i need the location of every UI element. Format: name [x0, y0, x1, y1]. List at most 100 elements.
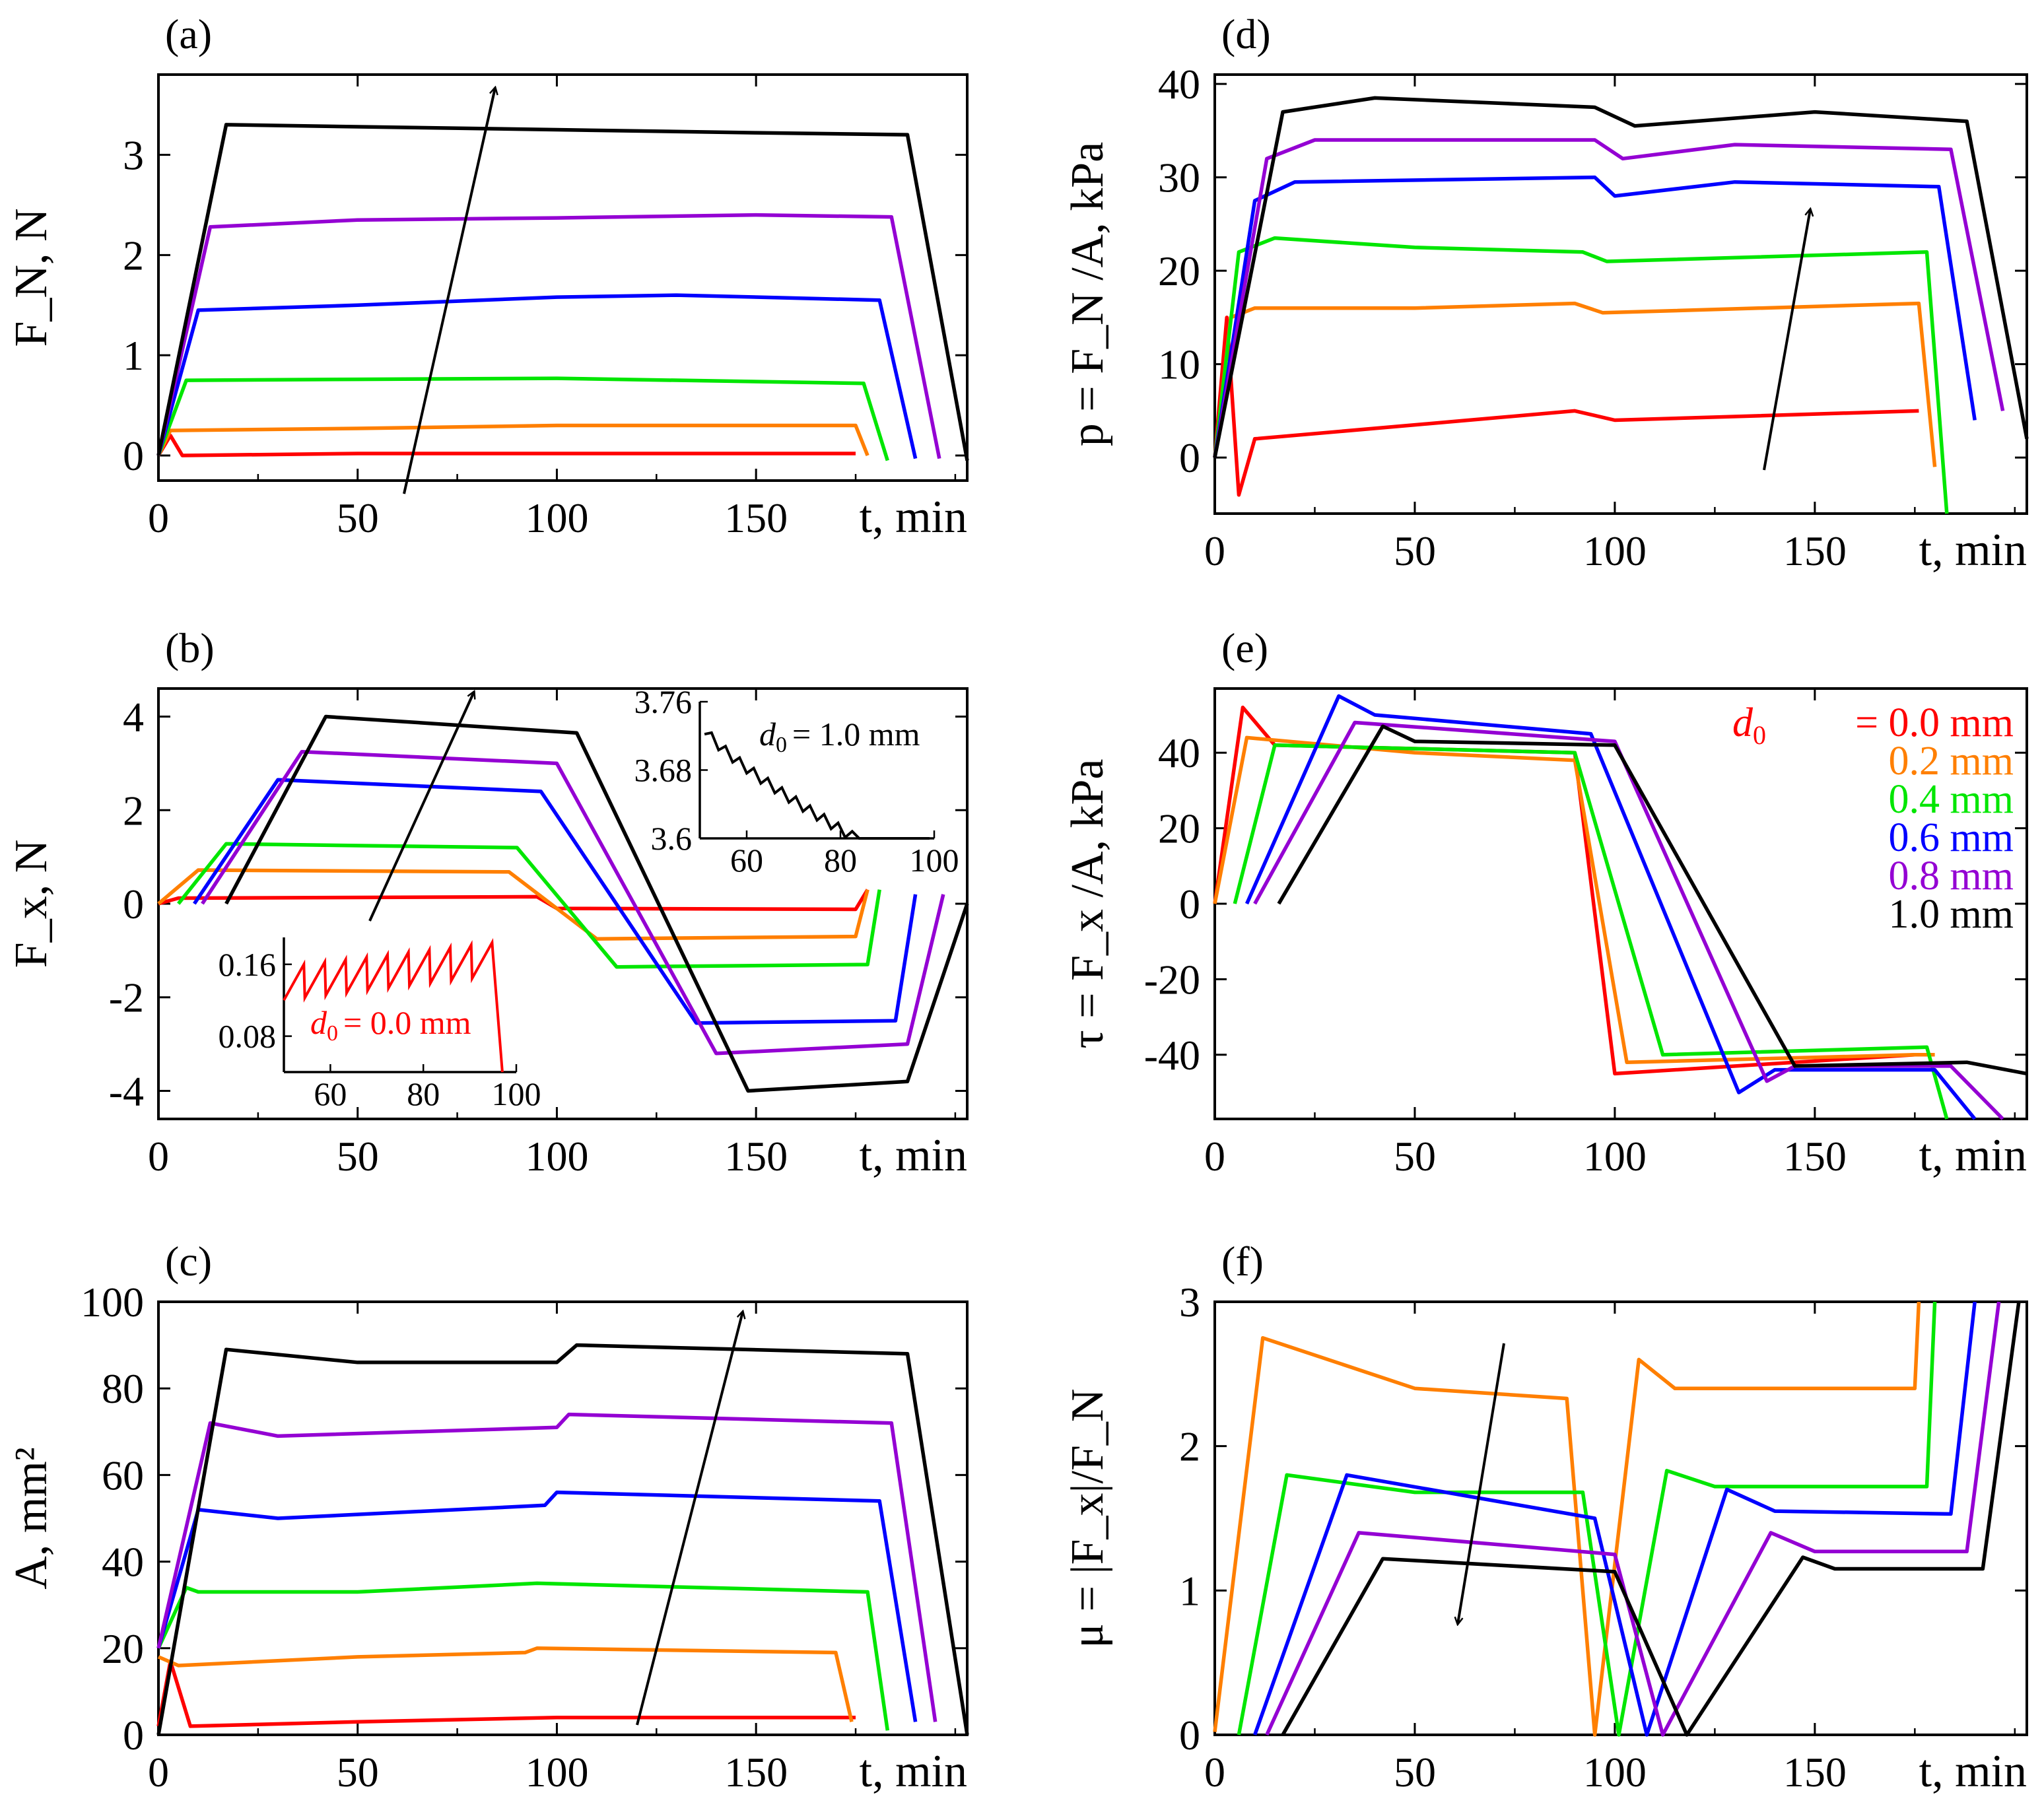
- x-tick-label: 100: [525, 1749, 588, 1796]
- series-line-f-4: [1281, 1301, 2021, 1737]
- inset-trace: [704, 731, 930, 840]
- legend-entry-4: 0.8 mm: [1889, 854, 2014, 898]
- x-tick-label: 150: [1783, 1749, 1847, 1796]
- inset-y-tick-label: 0.16: [219, 946, 277, 983]
- panel-label: (f): [1221, 1238, 1264, 1285]
- panel-b: 0 50 100 150 4 2 0 -2 -4 (b) t, min F_x, N 60 80 100 0.…: [6, 624, 969, 1181]
- series-line-e-3: [1244, 694, 1977, 1120]
- y-tick-label: 2: [1179, 1423, 1200, 1470]
- y-tick-label: 20: [1158, 248, 1200, 294]
- panel-label: (e): [1221, 624, 1268, 671]
- series-line-d-0: [1213, 316, 1919, 497]
- inset-x-tick-label: 100: [910, 842, 959, 879]
- series-line-a-5: [156, 123, 969, 461]
- series-line-c-3: [156, 1490, 918, 1722]
- panel-a: 0 50 100 150 0 1 2 3 (a) t, min F_N, N: [6, 11, 969, 543]
- inset-annotation: d0 = 0.0 mm: [310, 1004, 471, 1046]
- series-line-b-2: [177, 842, 881, 969]
- x-tick-label: 50: [1394, 527, 1436, 574]
- y-tick-label: 20: [1158, 805, 1200, 852]
- series-line-a-2: [156, 376, 889, 461]
- legend: = 0.0 mm0.2 mm0.4 mm0.6 mm0.8 mm1.0 mm d0: [1732, 700, 2014, 937]
- x-tick-label: 0: [148, 1749, 169, 1796]
- x-tick-label: 0: [1204, 1133, 1225, 1180]
- series-line-d-5: [1213, 96, 2029, 458]
- series-line-c-4: [156, 1412, 937, 1722]
- series-line-f-3: [1265, 1301, 2001, 1737]
- y-tick-label: 40: [102, 1539, 144, 1586]
- x-tick-label: 150: [724, 1133, 788, 1180]
- y-tick-label: 0: [1179, 1712, 1200, 1759]
- series-line-d-4: [1213, 138, 2005, 458]
- trend-arrow: [1458, 1343, 1505, 1624]
- y-axis-label: p = F_N /A, kPa: [1062, 142, 1113, 446]
- x-axis-label: t, min: [1919, 1130, 2027, 1181]
- x-tick-label: 100: [1583, 1749, 1647, 1796]
- x-axis-label: t, min: [860, 1746, 967, 1797]
- y-tick-label: 1: [123, 332, 144, 379]
- trend-arrow: [368, 692, 474, 922]
- y-axis-label: F_N, N: [6, 208, 57, 347]
- y-tick-label: 1: [1179, 1567, 1200, 1614]
- x-axis-label: t, min: [1919, 525, 2027, 576]
- y-axis-label: F_x, N: [6, 840, 57, 968]
- y-tick-label: 80: [102, 1365, 144, 1412]
- inset-x-tick-label: 100: [492, 1075, 541, 1112]
- x-tick-label: 0: [1204, 527, 1225, 574]
- y-tick-label: 60: [102, 1452, 144, 1499]
- inset-0: 60 80 100 0.16 0.08 d0 = 0.0 mm: [219, 937, 541, 1112]
- y-tick-label: 20: [102, 1625, 144, 1672]
- inset-subscript: 0: [327, 1021, 338, 1046]
- y-tick-label: 2: [123, 787, 144, 834]
- panel-label: (b): [165, 624, 215, 671]
- inset-x-tick-label: 80: [824, 842, 857, 879]
- panel-e: 0 50 100 150 40 20 0 -20 -40 (e) t, min τ = F_x /A,…: [1062, 624, 2028, 1181]
- x-tick-label: 100: [525, 494, 588, 541]
- x-tick-label: 50: [1394, 1749, 1436, 1796]
- panel-label: (c): [165, 1238, 212, 1285]
- inset-trace: [283, 937, 504, 1073]
- inset-annotation-text: = 0.0 mm: [343, 1004, 471, 1041]
- series-line-f-1: [1237, 1301, 1937, 1737]
- x-tick-label: 100: [1583, 527, 1647, 574]
- panel-c: 0 50 100 150 0 20 40 60 80 100 (c) t, min A, mm²: [6, 1238, 969, 1797]
- panel-f: 0 50 100 150 0 1 2 3 (f) t, min μ = |F_x|/F_N: [1062, 1238, 2028, 1797]
- y-tick-label: 0: [123, 432, 144, 479]
- y-tick-label: 0: [1179, 881, 1200, 927]
- plot-frame-a: [157, 73, 969, 482]
- series-line-f-2: [1253, 1301, 1977, 1737]
- y-tick-label: 40: [1158, 729, 1200, 776]
- inset-x-tick-label: 80: [407, 1075, 440, 1112]
- y-tick-label: -20: [1144, 956, 1200, 1003]
- series-line-f-0: [1213, 1301, 1921, 1737]
- x-tick-label: 0: [148, 494, 169, 541]
- x-tick-label: 50: [337, 494, 379, 541]
- series-line-c-2: [156, 1581, 890, 1731]
- legend-subscript: 0: [1753, 720, 1766, 750]
- inset-y-tick-label: 3.76: [634, 683, 693, 720]
- x-tick-label: 50: [1394, 1133, 1436, 1180]
- series-line-c-0: [156, 1659, 856, 1728]
- y-tick-label: -40: [1144, 1032, 1200, 1079]
- trend-arrow: [1763, 209, 1810, 471]
- series-line-b-4: [201, 749, 945, 1056]
- x-tick-label: 150: [724, 1749, 788, 1796]
- x-tick-label: 0: [1204, 1749, 1225, 1796]
- inset-bg: [284, 937, 516, 1072]
- y-tick-label: 3: [1179, 1279, 1200, 1326]
- legend-entry-1: 0.2 mm: [1889, 739, 2014, 784]
- series-line-a-4: [156, 213, 941, 459]
- y-axis-label: τ = F_x /A, kPa: [1062, 758, 1113, 1048]
- series-line-c-1: [157, 1646, 854, 1722]
- inset-d-symbol: d: [310, 1004, 327, 1041]
- series-line-b-0: [158, 889, 869, 912]
- series-line-e-4: [1253, 720, 2004, 1120]
- y-tick-label: 30: [1158, 154, 1200, 201]
- plot-frame-f: [1213, 1300, 2028, 1736]
- y-tick-label: 2: [123, 232, 144, 279]
- series-line-a-1: [156, 423, 869, 457]
- y-axis-label: μ = |F_x|/F_N: [1062, 1389, 1113, 1648]
- y-axis-label: A, mm²: [6, 1447, 57, 1589]
- x-tick-label: 50: [337, 1749, 379, 1796]
